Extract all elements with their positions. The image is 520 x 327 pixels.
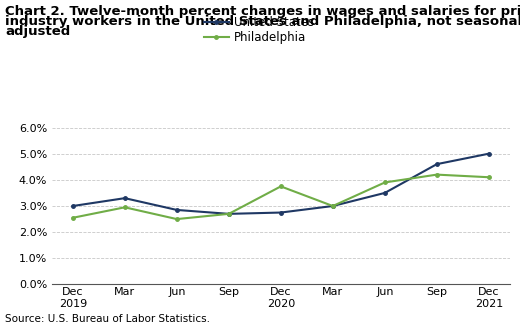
Legend: United States, Philadelphia: United States, Philadelphia [203,16,314,44]
Text: Source: U.S. Bureau of Labor Statistics.: Source: U.S. Bureau of Labor Statistics. [5,314,210,324]
Philadelphia [174,217,180,221]
United States [486,152,492,156]
Philadelphia [226,212,232,216]
United States [70,204,76,208]
United States [122,196,128,200]
Philadelphia [122,205,128,209]
United States [226,212,232,216]
United States [278,211,284,215]
United States [330,204,336,208]
Philadelphia [486,175,492,179]
Philadelphia [70,216,76,220]
Text: Chart 2. Twelve-month percent changes in wages and salaries for private: Chart 2. Twelve-month percent changes in… [5,5,520,18]
Line: Philadelphia: Philadelphia [71,173,490,221]
Philadelphia [434,173,440,177]
Text: adjusted: adjusted [5,25,70,38]
United States [434,162,440,166]
Philadelphia [278,184,284,188]
United States [382,191,388,195]
Philadelphia [330,204,336,208]
Line: United States: United States [71,152,490,215]
Text: industry workers in the United States and Philadelphia, not seasonally: industry workers in the United States an… [5,15,520,28]
Philadelphia [382,181,388,184]
United States [174,208,180,212]
